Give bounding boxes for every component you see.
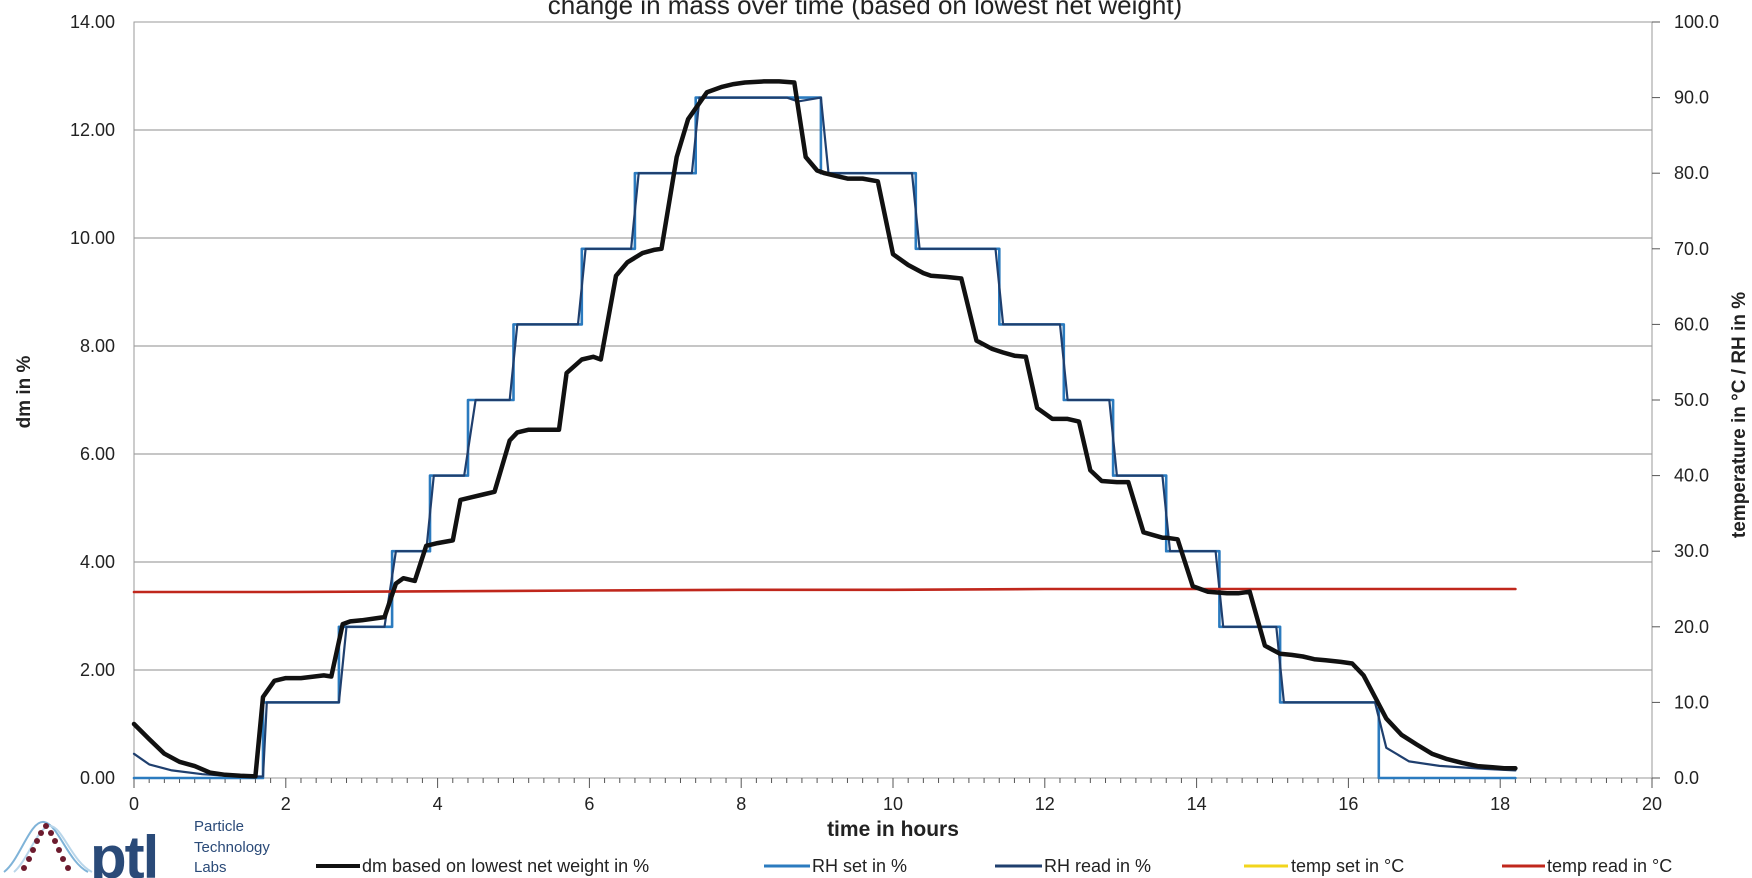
y-right-tick-label: 10.0	[1674, 692, 1709, 712]
legend-label-rh-read: RH read in %	[1044, 856, 1151, 876]
ptl-logo: ptl Particle Technology Labs	[3, 818, 270, 878]
x-tick-label: 6	[584, 794, 594, 814]
y-left-tick-label: 6.00	[80, 444, 115, 464]
y-left-tick-label: 10.00	[70, 228, 115, 248]
x-tick-label: 4	[433, 794, 443, 814]
y-right-tick-label: 50.0	[1674, 390, 1709, 410]
y-right-tick-label: 30.0	[1674, 541, 1709, 561]
y-left-tick-label: 12.00	[70, 120, 115, 140]
x-tick-label: 10	[883, 794, 903, 814]
y-left-tick-label: 8.00	[80, 336, 115, 356]
legend-label-temp-set: temp set in °C	[1291, 856, 1404, 876]
y-right-tick-label: 0.0	[1674, 768, 1699, 788]
y-right-tick-label: 40.0	[1674, 466, 1709, 486]
y-left-tick-label: 0.00	[80, 768, 115, 788]
y-left-tick-label: 4.00	[80, 552, 115, 572]
series-line-rh-read	[132, 96, 1517, 778]
series-line-temp-read	[132, 587, 1517, 594]
y-axis-right-label: temperature in °C / RH in %	[1729, 292, 1750, 538]
x-tick-label: 2	[281, 794, 291, 814]
y-right-tick-label: 70.0	[1674, 239, 1709, 259]
logo-mark-text: ptl	[90, 824, 157, 878]
x-tick-label: 0	[129, 794, 139, 814]
x-tick-label: 12	[1035, 794, 1055, 814]
x-tick-label: 16	[1338, 794, 1358, 814]
chart-title: change in mass over time (based on lowes…	[548, 0, 1182, 20]
legend-label-dm: dm based on lowest net weight in %	[362, 856, 649, 876]
logo-wave-mark	[3, 821, 93, 873]
logo-line-3: Labs	[194, 859, 227, 876]
y-right-tick-label: 60.0	[1674, 314, 1709, 334]
y-left-tick-label: 14.00	[70, 12, 115, 32]
y-axis-left-label: dm in %	[14, 355, 35, 428]
y-right-tick-label: 20.0	[1674, 617, 1709, 637]
y-right-tick-label: 90.0	[1674, 88, 1709, 108]
x-tick-label: 8	[736, 794, 746, 814]
logo-line-1: Particle	[194, 818, 244, 835]
y-right-tick-label: 100.0	[1674, 12, 1719, 32]
legend-label-rh-set: RH set in %	[812, 856, 907, 876]
x-tick-label: 14	[1187, 794, 1207, 814]
x-tick-label: 20	[1642, 794, 1662, 814]
series-lines	[131, 79, 1518, 780]
x-axis-label: time in hours	[827, 818, 959, 841]
series-line-dm	[131, 79, 1518, 779]
x-tick-label: 18	[1490, 794, 1510, 814]
y-right-tick-label: 80.0	[1674, 163, 1709, 183]
legend: dm based on lowest net weight in % RH se…	[316, 856, 1672, 876]
legend-label-temp-read: temp read in °C	[1547, 856, 1672, 876]
logo-line-2: Technology	[194, 839, 270, 856]
y-left-tick-label: 2.00	[80, 660, 115, 680]
axes: 0.002.004.006.008.0010.0012.0014.000.010…	[70, 12, 1719, 814]
